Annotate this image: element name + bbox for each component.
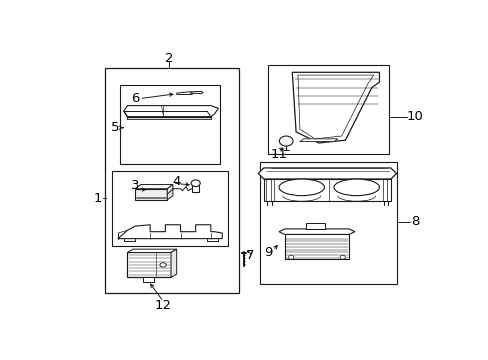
Text: 7: 7 — [246, 249, 254, 262]
Text: 1: 1 — [93, 192, 102, 205]
Circle shape — [339, 255, 345, 259]
Circle shape — [191, 180, 200, 186]
Bar — [112, 171, 227, 246]
Circle shape — [288, 255, 293, 259]
Polygon shape — [264, 179, 390, 201]
Polygon shape — [167, 185, 173, 200]
Text: 3: 3 — [130, 179, 139, 193]
Polygon shape — [258, 168, 396, 179]
Ellipse shape — [279, 179, 324, 196]
Polygon shape — [279, 229, 354, 234]
Circle shape — [279, 136, 292, 146]
Polygon shape — [118, 225, 222, 239]
Text: 6: 6 — [131, 92, 139, 105]
Text: 4: 4 — [172, 175, 181, 188]
Polygon shape — [142, 276, 154, 282]
Polygon shape — [171, 249, 176, 278]
Bar — [267, 66, 388, 154]
Polygon shape — [305, 223, 324, 229]
Polygon shape — [284, 234, 348, 260]
Polygon shape — [135, 185, 173, 189]
Polygon shape — [123, 105, 218, 117]
Bar — [120, 85, 220, 164]
Bar — [260, 162, 396, 284]
Text: 5: 5 — [110, 121, 119, 134]
Text: 10: 10 — [406, 110, 423, 123]
Bar — [104, 68, 239, 293]
Text: 11: 11 — [270, 148, 287, 161]
Polygon shape — [191, 185, 199, 192]
Ellipse shape — [333, 179, 379, 196]
Polygon shape — [176, 92, 193, 94]
Text: 12: 12 — [155, 299, 172, 312]
Text: 9: 9 — [264, 246, 272, 259]
Polygon shape — [135, 189, 167, 200]
Polygon shape — [297, 75, 373, 139]
Text: 8: 8 — [410, 216, 419, 229]
Polygon shape — [299, 139, 337, 141]
Circle shape — [160, 263, 166, 267]
Text: 2: 2 — [164, 52, 173, 65]
Polygon shape — [127, 252, 171, 278]
Polygon shape — [189, 91, 203, 94]
Polygon shape — [292, 72, 379, 143]
Polygon shape — [127, 249, 176, 252]
